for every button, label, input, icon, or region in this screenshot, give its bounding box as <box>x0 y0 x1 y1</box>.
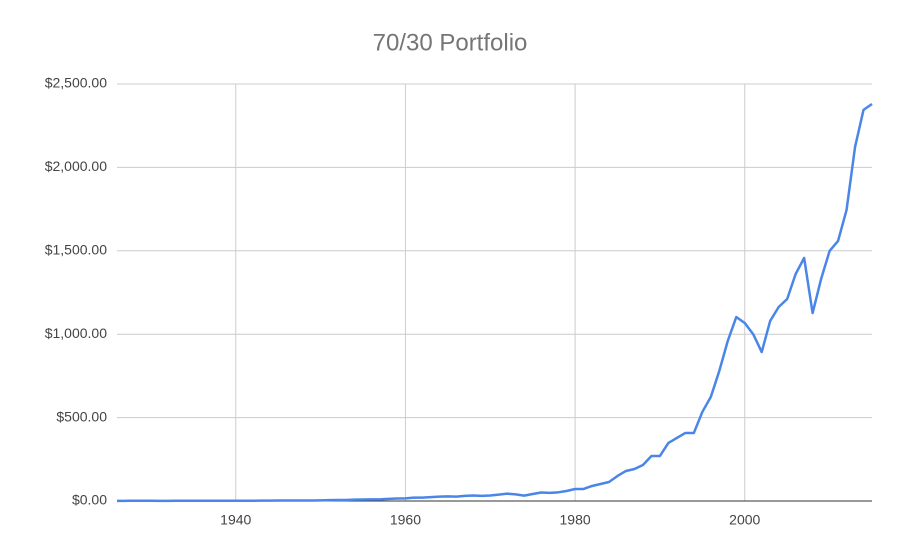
x-tick-label: 1960 <box>390 512 421 528</box>
y-tick-label: $1,500.00 <box>45 242 107 258</box>
x-tick-label: 1940 <box>220 512 251 528</box>
y-tick-label: $0.00 <box>72 492 107 508</box>
chart-title: 70/30 Portfolio <box>373 29 528 56</box>
x-tick-label: 1980 <box>560 512 591 528</box>
y-tick-label: $2,000.00 <box>45 158 107 174</box>
y-tick-label: $1,000.00 <box>45 325 107 341</box>
y-tick-label: $500.00 <box>56 408 107 424</box>
x-tick-label: 2000 <box>729 512 760 528</box>
data-line <box>116 102 873 503</box>
y-tick-label: $2,500.00 <box>45 75 107 91</box>
